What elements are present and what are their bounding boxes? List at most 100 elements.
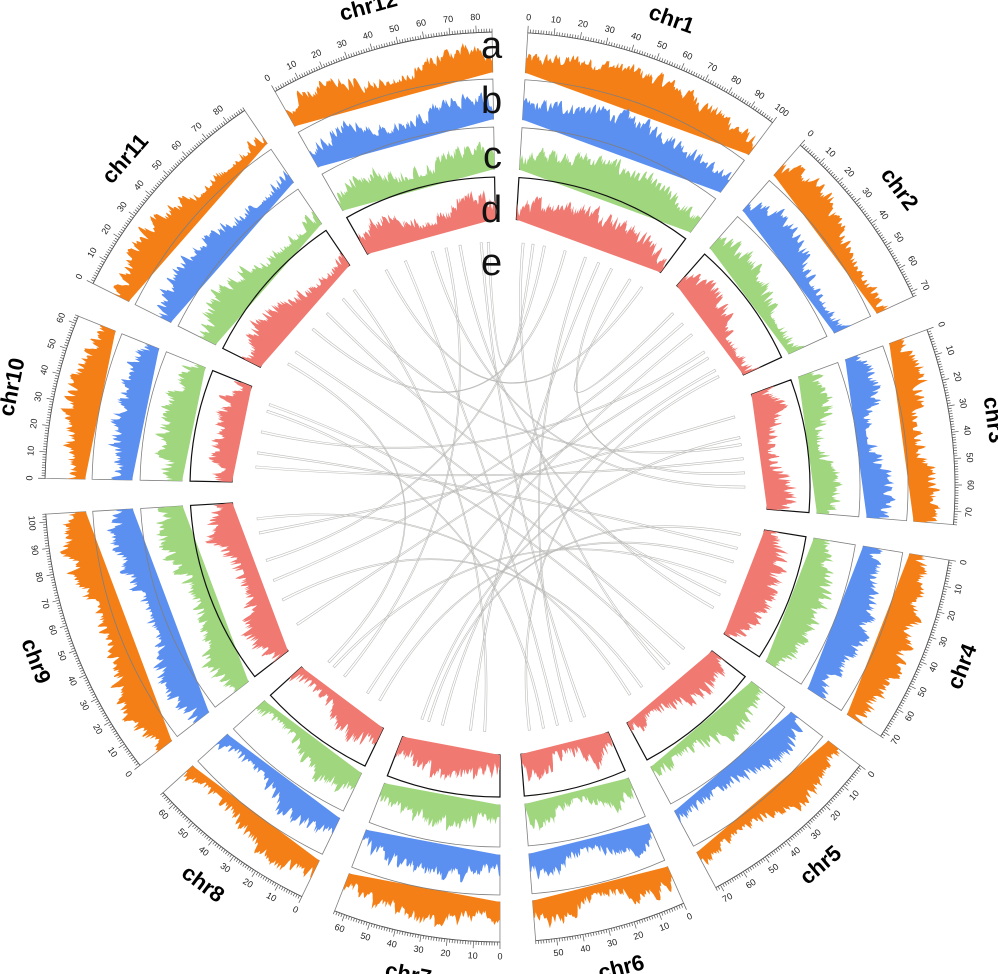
tick-chr5-21 <box>823 806 827 810</box>
tick-chr9-69 <box>56 602 61 604</box>
tick-chr9-36 <box>86 684 91 687</box>
tick-chr5-3 <box>854 771 858 775</box>
tick-label-chr1-50: 50 <box>656 39 669 52</box>
tick-chr7-26 <box>430 936 432 941</box>
tick-chr2-24 <box>844 187 848 191</box>
chromosome-label-chr10: chr10 <box>0 356 30 419</box>
tick-label-chr9-30: 30 <box>78 699 92 713</box>
tick-chr12-63 <box>430 33 432 38</box>
synteny-link-10 <box>341 297 742 454</box>
tick-label-chr1-100: 100 <box>773 102 791 119</box>
tick-chr9-18 <box>109 725 114 729</box>
tick-chr4-52 <box>906 690 911 693</box>
tick-chr6-34 <box>598 931 600 935</box>
tick-chr2-34 <box>861 208 865 212</box>
tick-chr12-23 <box>328 61 331 66</box>
tick-chr8-6 <box>285 889 289 893</box>
tick-chr5-36 <box>793 833 797 837</box>
tick-chr1-70 <box>704 74 709 82</box>
tick-chr4-42 <box>917 666 922 669</box>
tick-chr5-50 <box>764 856 770 863</box>
tick-chr12-3 <box>279 84 283 88</box>
tick-chr6-28 <box>613 927 616 932</box>
tick-chr5-45 <box>775 848 779 852</box>
tick-chr9-77 <box>51 581 56 584</box>
tick-chr5-7 <box>848 779 852 783</box>
tick-chr5-23 <box>819 810 823 814</box>
synteny-link-9 <box>258 415 736 535</box>
tick-chr3-26 <box>945 394 950 397</box>
tick-chr9-100 <box>39 521 47 523</box>
track-c-histogram-chr11 <box>199 211 322 345</box>
tick-chr5-29 <box>807 821 811 825</box>
axis-arc-chr6 <box>535 902 684 941</box>
tick-chr9-22 <box>104 716 108 720</box>
tick-chr5-1 <box>858 767 862 770</box>
tick-chr9-53 <box>69 642 73 645</box>
tick-chr12-36 <box>360 49 363 54</box>
tick-chr7-30 <box>419 935 422 943</box>
tick-chr11-76 <box>216 126 220 130</box>
tick-chr8-56 <box>178 811 182 815</box>
tick-chr2-31 <box>856 202 860 205</box>
tick-chr12-57 <box>414 36 417 40</box>
tick-chr5-5 <box>851 775 855 779</box>
tick-chr1-59 <box>678 65 681 69</box>
tick-chr5-42 <box>781 843 785 848</box>
tick-chr7-50 <box>367 922 370 930</box>
tick-chr11-0 <box>86 280 94 284</box>
tick-chr11-16 <box>110 244 114 247</box>
tick-chr6-30 <box>608 928 611 936</box>
tick-chr9-12 <box>118 739 122 742</box>
tick-chr10-32 <box>51 393 55 395</box>
tick-chr9-0 <box>134 765 141 770</box>
tick-chr7-63 <box>335 911 338 916</box>
tick-chr10-55 <box>67 334 71 337</box>
tick-chr10-39 <box>55 375 59 377</box>
tick-chr8-19 <box>255 872 259 876</box>
tick-chr7-45 <box>381 926 383 930</box>
tick-chr7-35 <box>407 932 409 937</box>
tick-chr10-57 <box>69 329 73 332</box>
tick-chr2-42 <box>873 225 878 229</box>
tick-chr7-41 <box>391 929 393 933</box>
tick-chr6-22 <box>628 923 631 927</box>
tick-chr11-27 <box>126 220 131 223</box>
tick-chr5-46 <box>773 850 776 854</box>
tick-chr4-44 <box>915 670 920 674</box>
tick-chr3-35 <box>949 418 954 420</box>
tick-chr1-78 <box>723 87 726 92</box>
tick-chr2-45 <box>878 232 882 235</box>
tick-chr6-17 <box>641 919 644 923</box>
tick-chr10-43 <box>57 364 62 367</box>
tick-chr9-58 <box>64 630 69 633</box>
tick-chr1-76 <box>718 85 722 89</box>
synteny-link-6 <box>366 333 694 695</box>
tick-chr12-40 <box>369 43 373 51</box>
tick-label-chr10-50: 50 <box>45 337 58 350</box>
tick-chr6-2 <box>678 905 681 909</box>
tick-chr9-75 <box>52 586 57 589</box>
tick-chr9-35 <box>87 686 92 689</box>
tick-chr5-26 <box>813 816 817 820</box>
tick-chr11-43 <box>153 186 157 190</box>
tick-chr4-27 <box>932 629 936 631</box>
tick-chr5-12 <box>839 789 843 793</box>
tick-chr5-22 <box>821 808 825 812</box>
tick-chr11-17 <box>111 242 116 245</box>
tick-chr2-35 <box>862 210 867 214</box>
tick-chr5-41 <box>783 842 787 846</box>
tick-chr5-4 <box>853 773 857 777</box>
tick-chr1-73 <box>711 81 715 85</box>
tick-chr11-88 <box>242 107 245 111</box>
tick-chr10-59 <box>71 324 75 327</box>
tick-chr8-21 <box>251 869 254 873</box>
tick-chr5-66 <box>729 879 732 884</box>
tick-chr12-16 <box>310 69 314 73</box>
tick-chr1-92 <box>755 107 758 111</box>
tick-chr5-44 <box>777 847 781 851</box>
tick-chr7-46 <box>378 925 381 930</box>
tick-chr7-56 <box>353 917 355 922</box>
tick-chr4-1 <box>948 562 953 564</box>
